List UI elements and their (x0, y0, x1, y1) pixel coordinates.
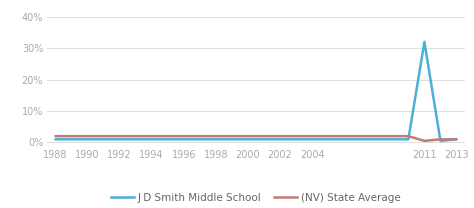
J D Smith Middle School (197, 138, 203, 141)
(NV) State Average (197, 135, 203, 137)
(NV) State Average (181, 135, 187, 137)
J D Smith Middle School (53, 138, 58, 141)
Line: (NV) State Average: (NV) State Average (55, 136, 456, 141)
J D Smith Middle School (165, 138, 171, 141)
J D Smith Middle School (117, 138, 122, 141)
(NV) State Average (357, 135, 363, 137)
(NV) State Average (245, 135, 251, 137)
J D Smith Middle School (261, 138, 267, 141)
(NV) State Average (85, 135, 91, 137)
(NV) State Average (341, 135, 347, 137)
(NV) State Average (277, 135, 283, 137)
J D Smith Middle School (454, 138, 459, 141)
J D Smith Middle School (374, 138, 379, 141)
(NV) State Average (325, 135, 331, 137)
J D Smith Middle School (421, 41, 427, 43)
(NV) State Average (309, 135, 315, 137)
J D Smith Middle School (293, 138, 299, 141)
J D Smith Middle School (100, 138, 106, 141)
(NV) State Average (421, 140, 427, 142)
J D Smith Middle School (341, 138, 347, 141)
J D Smith Middle School (390, 138, 395, 141)
J D Smith Middle School (438, 140, 443, 142)
J D Smith Middle School (69, 138, 74, 141)
(NV) State Average (374, 135, 379, 137)
J D Smith Middle School (213, 138, 219, 141)
J D Smith Middle School (85, 138, 91, 141)
(NV) State Average (213, 135, 219, 137)
(NV) State Average (454, 138, 459, 141)
(NV) State Average (117, 135, 122, 137)
Line: J D Smith Middle School: J D Smith Middle School (55, 42, 456, 141)
(NV) State Average (133, 135, 138, 137)
(NV) State Average (406, 135, 411, 137)
J D Smith Middle School (181, 138, 187, 141)
J D Smith Middle School (357, 138, 363, 141)
(NV) State Average (438, 138, 443, 141)
(NV) State Average (53, 135, 58, 137)
(NV) State Average (149, 135, 155, 137)
(NV) State Average (229, 135, 235, 137)
(NV) State Average (69, 135, 74, 137)
J D Smith Middle School (309, 138, 315, 141)
Legend: J D Smith Middle School, (NV) State Average: J D Smith Middle School, (NV) State Aver… (107, 189, 405, 207)
(NV) State Average (261, 135, 267, 137)
J D Smith Middle School (406, 138, 411, 141)
(NV) State Average (165, 135, 171, 137)
J D Smith Middle School (325, 138, 331, 141)
J D Smith Middle School (133, 138, 138, 141)
(NV) State Average (100, 135, 106, 137)
J D Smith Middle School (149, 138, 155, 141)
(NV) State Average (390, 135, 395, 137)
J D Smith Middle School (229, 138, 235, 141)
J D Smith Middle School (245, 138, 251, 141)
J D Smith Middle School (277, 138, 283, 141)
(NV) State Average (293, 135, 299, 137)
